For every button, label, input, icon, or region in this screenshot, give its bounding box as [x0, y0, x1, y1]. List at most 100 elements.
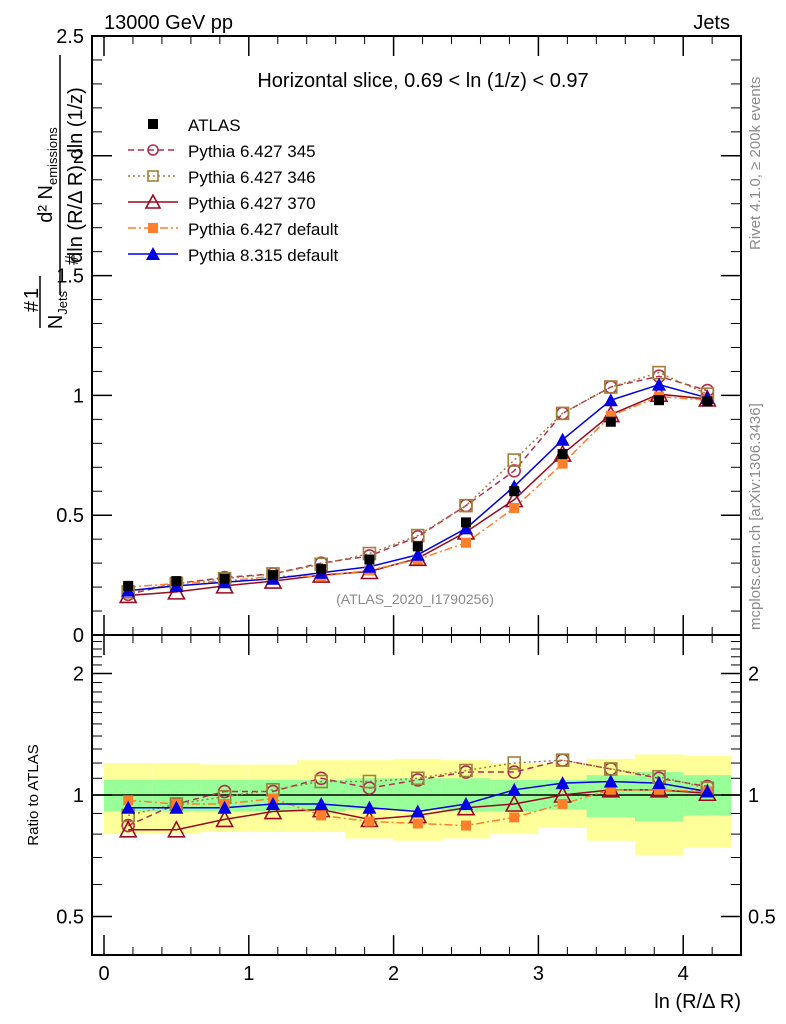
- legend-marker-pythia-8-315-default: [146, 247, 160, 260]
- ratio-point-pythia-8-315-default: [459, 796, 473, 810]
- main-point-pythia-8-315-default: [652, 377, 667, 391]
- legend-label-atlas: ATLAS: [188, 116, 241, 135]
- legend-marker-pythia-6-427-345: [147, 144, 159, 156]
- ratio-point-pythia-8-315-default: [362, 800, 377, 814]
- rivet-version-label: Rivet 4.1.0, ≥ 200k events: [747, 77, 764, 250]
- main-title: Horizontal slice, 0.69 < ln (1/z) < 0.97: [257, 70, 588, 92]
- main-point-atlas: [219, 573, 230, 584]
- main-y-axis-label: d² Nemissions dln (R/Δ R) dln (1/z) #1 N…: [21, 55, 87, 329]
- header-energy-label: 13000 GeV pp: [104, 12, 233, 34]
- analysis-watermark: (ATLAS_2020_I1790256): [336, 591, 494, 607]
- ratio-point-pythia-6-427-346: [362, 774, 377, 789]
- ratio-y-tick-label: 2: [73, 664, 84, 686]
- legend-label-pythia-6-427-346: Pythia 6.427 346: [188, 168, 316, 187]
- x-axis-label: ln (R/Δ R): [654, 991, 741, 1013]
- main-point-atlas: [605, 416, 616, 427]
- main-y-tick-label: 1: [73, 385, 84, 407]
- main-point-atlas: [316, 564, 327, 575]
- main-point-pythia-6-427-346: [507, 453, 522, 467]
- ratio-y-tick-label: 0.5: [56, 907, 84, 929]
- ratio-y-tick-label-right: 0.5: [748, 907, 776, 929]
- y-label-denominator: dln (R/Δ R) dln (1/z): [65, 87, 87, 263]
- legend-label-pythia-6-427-default: Pythia 6.427 default: [188, 220, 339, 239]
- ratio-point-pythia-8-315-default: [217, 800, 232, 814]
- ratio-point-pythia-6-427-345: [507, 765, 522, 779]
- ratio-point-pythia-8-315-default: [652, 776, 667, 790]
- x-tick-label: 0: [98, 963, 109, 985]
- main-point-pythia-8-315-default: [603, 393, 618, 407]
- main-y-tick-label: 2.5: [56, 26, 84, 48]
- ratio-point-pythia-6-427-370: [118, 820, 138, 838]
- ratio-point-pythia-6-427-346: [507, 756, 522, 770]
- x-tick-label: 1: [243, 963, 254, 985]
- ratio-point-pythia-6-427-default: [364, 816, 375, 827]
- y-label-hash: #: [62, 255, 82, 265]
- legend-label-pythia-6-427-370: Pythia 6.427 370: [188, 194, 316, 213]
- y-label-njets: NJets: [45, 290, 70, 329]
- ratio-point-pythia-6-427-default: [605, 784, 616, 795]
- ratio-panel: 0.5 0.5 1 1 2 2 0 1 2 3 4 Ratio to ATLAS ln (R/Δ R…: [25, 634, 776, 1013]
- ratio-point-pythia-6-427-default: [316, 810, 327, 821]
- main-axes: 0 0.5 1 1.5 2 2.5: [56, 26, 741, 647]
- main-plot-marks: [118, 365, 717, 604]
- ratio-point-pythia-6-427-default: [654, 784, 665, 795]
- ratio-y-axis-label: Ratio to ATLAS: [25, 744, 42, 845]
- main-point-pythia-6-427-346: [603, 380, 618, 394]
- ratio-point-pythia-6-427-345: [121, 818, 135, 833]
- main-point-atlas: [412, 541, 423, 552]
- ratio-point-pythia-6-427-346: [410, 771, 425, 786]
- main-point-pythia-6-427-346: [555, 406, 570, 421]
- ratio-point-pythia-6-427-370: [504, 794, 524, 812]
- legend-marker-atlas: [148, 119, 158, 129]
- header-process-label: Jets: [693, 12, 730, 34]
- main-point-pythia-6-427-default: [605, 410, 616, 421]
- legend-marker-pythia-6-427-370: [144, 193, 162, 209]
- main-point-atlas: [509, 486, 520, 497]
- legend-marker-pythia-6-427-default: [148, 223, 158, 233]
- main-point-pythia-6-427-default: [461, 537, 471, 548]
- ratio-point-pythia-6-427-default: [509, 812, 520, 823]
- ratio-point-pythia-8-315-default: [410, 804, 425, 818]
- ratio-point-pythia-6-427-default: [412, 818, 423, 829]
- main-point-pythia-8-315-default: [555, 432, 570, 446]
- ratio-axes: 0.5 0.5 1 1 2 2 0 1 2 3 4: [56, 635, 776, 985]
- ratio-y-tick-label: 1: [73, 785, 84, 807]
- ratio-point-pythia-6-427-370: [215, 809, 234, 828]
- legend-marker-pythia-6-427-346: [147, 170, 159, 182]
- main-y-tick-label: 0: [73, 625, 84, 647]
- main-point-atlas: [654, 395, 665, 406]
- main-point-atlas: [267, 570, 278, 581]
- main-point-atlas: [123, 580, 134, 591]
- main-panel: 0 0.5 1 1.5 2 2.5 Horizontal slice, 0.69 < ln…: [21, 26, 742, 647]
- ratio-point-pythia-6-427-346: [555, 753, 570, 767]
- main-y-tick-label: 2: [73, 146, 84, 168]
- main-point-pythia-8-315-default: [410, 547, 425, 561]
- main-y-tick-label: 0.5: [56, 505, 84, 527]
- main-point-pythia-6-427-default: [509, 503, 520, 514]
- main-point-pythia-8-315-default: [362, 559, 377, 573]
- main-point-pythia-6-427-345: [507, 464, 522, 478]
- x-tick-label: 3: [533, 963, 544, 985]
- x-tick-label: 2: [388, 963, 399, 985]
- ratio-point-pythia-6-427-default: [123, 795, 134, 806]
- legend-label-pythia-6-427-345: Pythia 6.427 345: [188, 142, 316, 161]
- ratio-plot-marks: [118, 753, 717, 838]
- main-y-tick-label: 1.5: [56, 266, 84, 288]
- ratio-point-pythia-6-427-346: [459, 763, 473, 778]
- ratio-y-tick-label-right: 1: [748, 785, 759, 807]
- main-point-pythia-6-427-346: [459, 498, 473, 513]
- ratio-point-pythia-6-427-370: [263, 801, 283, 820]
- ratio-point-pythia-8-315-default: [700, 784, 715, 798]
- main-point-pythia-6-427-default: [557, 458, 568, 469]
- ratio-point-pythia-6-427-default: [557, 798, 568, 809]
- main-point-atlas: [171, 576, 182, 587]
- ratio-point-pythia-8-315-default: [507, 782, 522, 796]
- ratio-point-pythia-6-427-346: [314, 774, 329, 789]
- main-point-atlas: [364, 554, 375, 565]
- main-point-atlas: [461, 517, 471, 528]
- x-tick-label: 4: [678, 963, 689, 985]
- legend-label-pythia-8-315-default: Pythia 8.315 default: [188, 246, 339, 265]
- main-point-atlas: [702, 396, 713, 407]
- ratio-point-pythia-8-315-default: [265, 796, 280, 810]
